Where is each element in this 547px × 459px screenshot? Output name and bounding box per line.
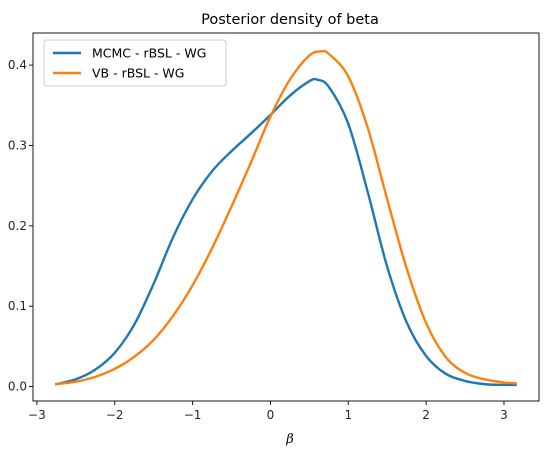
x-tick-label: −2 [106, 408, 124, 422]
y-tick-label: 0.1 [8, 299, 27, 313]
x-tick-label: −3 [28, 408, 46, 422]
series-line-mcmc [54, 77, 517, 387]
series-layer [54, 49, 517, 387]
series-line-vb [55, 49, 517, 386]
y-tick-label: 0.2 [8, 219, 27, 233]
x-axis-label: β [285, 432, 294, 447]
axes-layer: −3 −2 −1 0 1 2 3 0.0 0.1 0.2 0.3 0.4 [8, 58, 508, 422]
y-tick-label: 0.0 [8, 380, 27, 394]
legend-label-mcmc: MCMC - rBSL - WG [92, 46, 206, 61]
x-tick-label: −1 [184, 408, 202, 422]
plot-area [33, 33, 539, 401]
x-tick-label: 3 [500, 408, 508, 422]
y-tick-label: 0.4 [8, 58, 27, 72]
legend-label-vb: VB - rBSL - WG [92, 66, 184, 81]
legend: MCMC - rBSL - WG VB - rBSL - WG [43, 39, 227, 87]
x-tick-label: 2 [422, 408, 430, 422]
y-tick-label: 0.3 [8, 138, 27, 152]
x-tick-label: 1 [344, 408, 352, 422]
x-tick-label: 0 [267, 408, 275, 422]
legend-box [43, 39, 227, 87]
plot-frame [32, 32, 540, 402]
chart-title: Posterior density of beta [201, 12, 379, 28]
